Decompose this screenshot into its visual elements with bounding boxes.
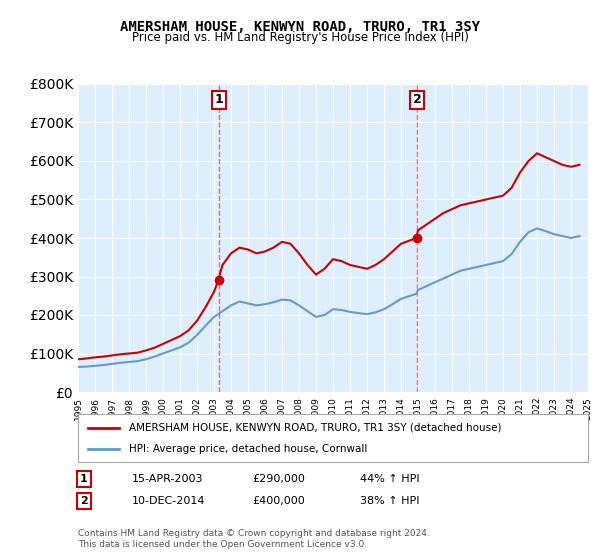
Text: HPI: Average price, detached house, Cornwall: HPI: Average price, detached house, Corn… (129, 444, 367, 454)
Text: 1: 1 (80, 474, 88, 484)
Text: 38% ↑ HPI: 38% ↑ HPI (360, 496, 419, 506)
Text: 2: 2 (413, 93, 422, 106)
Text: AMERSHAM HOUSE, KENWYN ROAD, TRURO, TR1 3SY (detached house): AMERSHAM HOUSE, KENWYN ROAD, TRURO, TR1 … (129, 423, 502, 433)
Text: Price paid vs. HM Land Registry's House Price Index (HPI): Price paid vs. HM Land Registry's House … (131, 31, 469, 44)
Text: AMERSHAM HOUSE, KENWYN ROAD, TRURO, TR1 3SY: AMERSHAM HOUSE, KENWYN ROAD, TRURO, TR1 … (120, 20, 480, 34)
Text: 15-APR-2003: 15-APR-2003 (132, 474, 203, 484)
Text: 44% ↑ HPI: 44% ↑ HPI (360, 474, 419, 484)
Text: 10-DEC-2014: 10-DEC-2014 (132, 496, 205, 506)
Text: 2: 2 (80, 496, 88, 506)
Text: £400,000: £400,000 (252, 496, 305, 506)
Text: Contains HM Land Registry data © Crown copyright and database right 2024.
This d: Contains HM Land Registry data © Crown c… (78, 529, 430, 549)
Text: £290,000: £290,000 (252, 474, 305, 484)
Text: 1: 1 (215, 93, 223, 106)
